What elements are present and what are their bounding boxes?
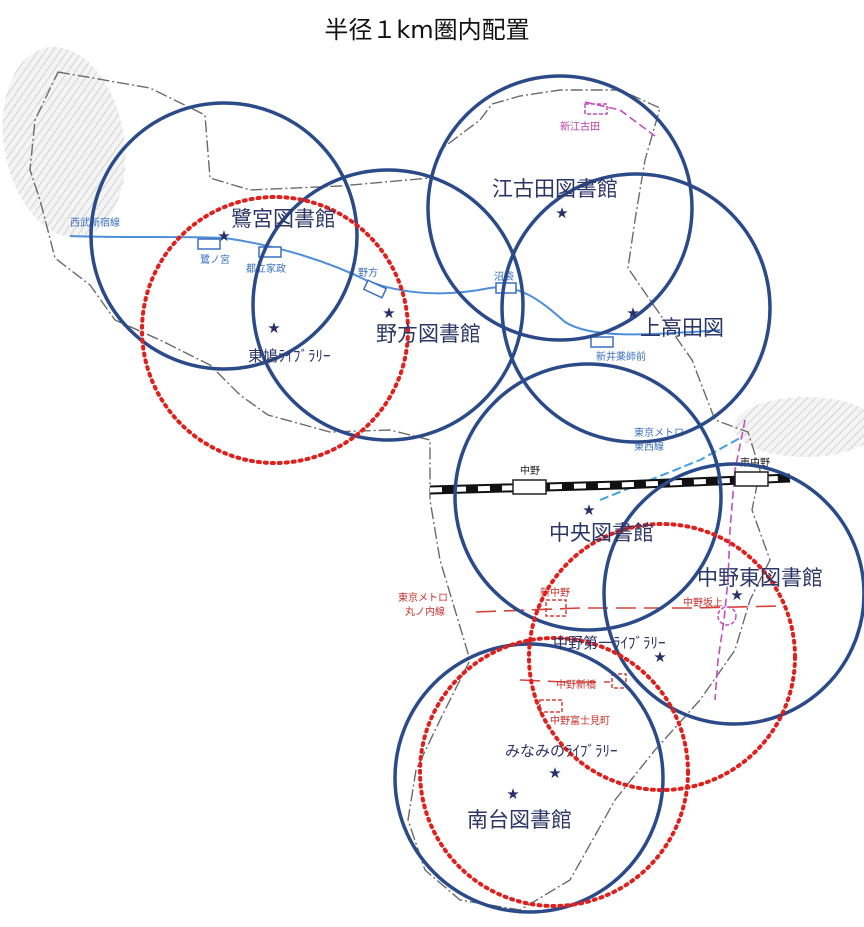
library-label-tojima: 東鳩ﾗｲﾌﾞﾗﾘｰ [248,347,331,365]
station-label-saginomiya: 鷺ノ宮 [200,253,230,266]
library-label-nogata: 野方図書館 [376,322,481,346]
station-label-araiyakushimae: 新井薬師前 [596,350,646,363]
radius-circle-minamidai [393,642,665,914]
station-marker-nakanofujimicho [539,699,563,713]
star-icon: ★ [217,227,230,245]
star-icon: ★ [626,304,639,322]
library-label-daiichi: 中野第一ﾗｲﾌﾞﾗﾘｰ [553,634,666,652]
station-label-shinegota: 新江古田 [560,120,600,133]
library-stars: ★ ★ ★ ★ ★ ★ ★ ★ ★ ★ [217,204,743,803]
radius-circle-nogata [251,168,525,442]
page-title: 半径１km圏内配置 [324,16,529,44]
ward-boundary [29,71,771,911]
radius-circle-saginomiya [89,101,359,371]
radius-circle-higashi [602,462,864,726]
star-icon: ★ [582,501,595,519]
station-marker-saginomiya [197,238,221,250]
station-marker-nakano [512,479,547,495]
library-label-minamidai: 南台図書館 [467,808,572,832]
marunouchi-line-label-1: 東京メトロ [398,591,448,604]
radius-circle-egota [426,74,694,342]
radius-circle-kamitakada [500,172,772,444]
station-label-nakanosakaue: 中野坂上 [683,596,723,609]
station-label-toritsukasei: 都立家政 [246,262,286,275]
star-icon: ★ [555,204,568,222]
station-marker-shinnakano [545,599,567,617]
station-marker-nogata [362,279,388,299]
station-marker-numabukuro [495,282,517,294]
tozai-line [599,437,741,501]
star-icon: ★ [382,304,395,322]
seibu-shinjuku-line [69,235,721,336]
station-label-nogata: 野方 [358,266,378,279]
station-label-nakanofujimicho: 中野富士見町 [550,714,610,727]
star-icon: ★ [730,586,743,604]
radius-circle-daiichi [527,522,797,792]
hatched-area-west [2,46,126,238]
station-marker-araiyakushimae [590,336,614,348]
oedo-line [584,101,746,701]
star-icon: ★ [267,319,280,337]
station-marker-nakanosakaue [717,606,737,626]
seibu-shinjuku-line-label: 西武新宿線 [70,216,120,229]
star-icon: ★ [548,764,561,782]
library-label-higashi: 中野東図書館 [697,566,823,590]
library-label-saginomiya: 鷺宮図書館 [231,207,336,231]
star-icon: ★ [506,785,519,803]
star-icon: ★ [653,648,666,666]
station-marker-nakanoshinbashi [611,673,627,689]
station-label-nakanoshinbashi: 中野新橋 [556,678,596,691]
hatched-area-east [734,397,864,457]
library-label-minami: みなみのﾗｲﾌﾞﾗﾘｰ [505,742,618,760]
station-marker-higashinakano [734,471,769,487]
radius-circle-minami [418,636,690,908]
marunouchi-line [475,605,781,683]
jr-line-base [429,473,791,495]
station-label-nakano: 中野 [520,464,540,477]
library-label-kamitakada: 上高田図 [640,316,724,340]
station-marker-toritsukasei [258,246,282,258]
library-label-egota: 江古田図書館 [492,177,618,201]
radius-circle-chuo [453,362,723,632]
marunouchi-line-label-2: 丸ノ内線 [405,605,445,618]
radius-circle-tojima [140,195,410,465]
station-marker-shinegota [584,103,608,115]
library-label-chuo: 中央図書館 [549,521,654,545]
